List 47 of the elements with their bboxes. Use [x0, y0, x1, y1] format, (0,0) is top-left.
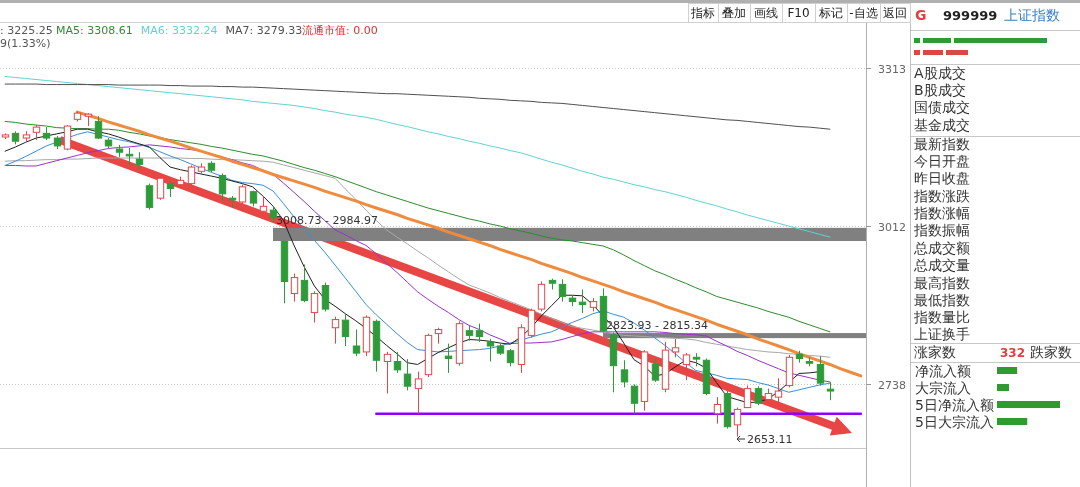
text: MA5: 3308.61 — [56, 24, 133, 37]
text: MA6: 3332.24 — [140, 24, 218, 37]
annotation: 流通市值: 0.00 — [302, 24, 378, 37]
text: 最低指数 — [914, 292, 970, 308]
bar — [997, 418, 1028, 425]
text: 今日开盘 — [914, 153, 970, 169]
text: A股成交 — [914, 65, 966, 81]
text: 最高指数 — [914, 275, 970, 291]
text: 返回 — [883, 6, 907, 20]
text: 999999 — [943, 8, 998, 23]
text: 标记 — [818, 6, 843, 20]
text: 叠加 — [722, 6, 746, 20]
text: 国债成交 — [914, 99, 970, 115]
annotation: : 3225.25 — [0, 24, 53, 37]
text: G — [915, 7, 927, 23]
text: 指数量比 — [913, 309, 970, 325]
y-tick-label: 净流入额 — [915, 362, 971, 379]
annotation: 2653.11 — [747, 433, 793, 446]
text: -自选 — [849, 6, 878, 20]
text: B股成交 — [914, 82, 966, 98]
text: 指数涨幅 — [913, 205, 970, 221]
y-tick-label: 大宗流入 — [915, 379, 971, 396]
y-tick-label: 5日大宗流入 — [915, 413, 994, 430]
text: 画线 — [754, 6, 778, 20]
text: MA7: 3279.33 — [225, 24, 303, 37]
annotation: 9(1.33%) — [0, 37, 51, 50]
text: 总成交量 — [913, 257, 970, 273]
y-tick-label: 5日净流入额 — [915, 396, 994, 413]
text: 跌家数 — [1030, 344, 1072, 360]
text: F10 — [787, 6, 810, 20]
text: 总成交额 — [913, 240, 970, 256]
y-tick-label: 3012 — [878, 220, 906, 234]
bar — [997, 401, 1060, 408]
text: 指数振幅 — [913, 222, 970, 238]
text: 指数涨跌 — [913, 188, 970, 204]
text: 基金成交 — [914, 117, 970, 133]
bar — [997, 384, 1009, 391]
text: 上证指数 — [1004, 7, 1060, 23]
text: 涨家数 — [914, 344, 956, 360]
text: 指标 — [690, 6, 715, 20]
text: 332 — [1000, 346, 1026, 360]
y-tick-label: 3313 — [878, 62, 906, 76]
text: 上证换手 — [914, 326, 970, 342]
bar — [997, 367, 1018, 374]
y-tick-label: 2738 — [878, 378, 906, 392]
text: 昨日收盘 — [914, 170, 970, 186]
text: 最新指数 — [914, 136, 970, 152]
